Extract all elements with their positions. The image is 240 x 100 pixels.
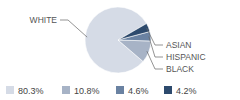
slice-label: BLACK [166,64,194,74]
legend-label: 4.6% [128,86,149,96]
legend-swatch [164,86,172,94]
pie-slice [118,40,151,61]
legend-label: 4.2% [176,86,197,96]
pie-slice [118,24,150,41]
legend-swatch [116,86,124,94]
chart: WHITE BLACK HISPANIC ASIAN 80.3% 10.8% 4.6% 4.2… [0,0,240,100]
slice-label: HISPANIC [166,52,206,62]
slice-label: WHITE [30,15,58,25]
legend-label: 10.8% [74,86,100,96]
legend-swatch [6,86,14,94]
slice-label: ASIAN [166,40,192,50]
callout-line [147,51,163,69]
legend-label: 80.3% [18,86,44,96]
legend-swatch [62,86,70,94]
callout-line [60,20,87,37]
callout-line [149,36,163,57]
pie [85,7,151,73]
legend: 80.3% 10.8% 4.6% 4.2% [6,86,197,96]
callout-line [147,28,163,45]
